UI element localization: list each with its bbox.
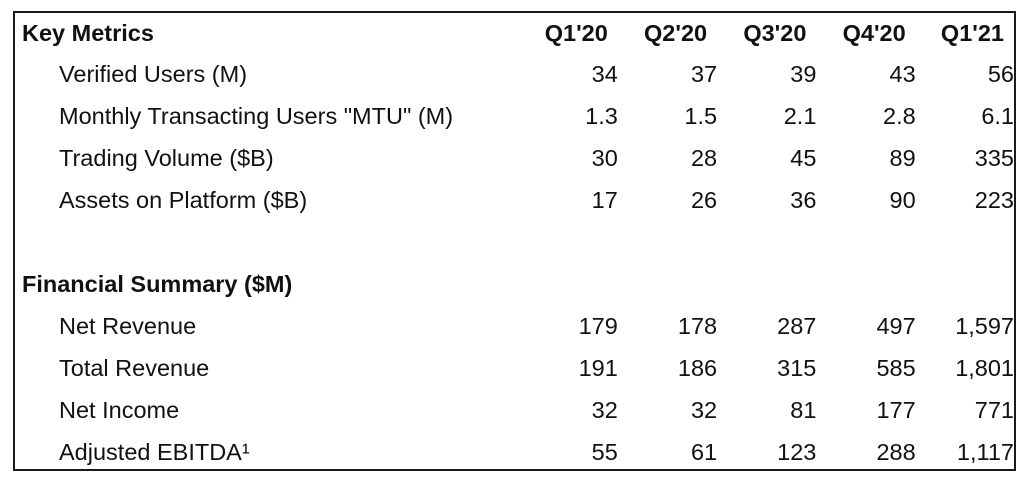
cell-value: 56	[987, 60, 1014, 87]
spacer-row	[15, 221, 1014, 263]
financial-summary-header-row: Financial Summary ($M)	[15, 263, 1014, 305]
cell-value: 177	[876, 396, 916, 423]
row-label: Total Revenue	[59, 354, 210, 381]
cell-value: 179	[578, 312, 618, 339]
row-label: Net Revenue	[59, 312, 197, 339]
metrics-table: Key Metrics Q1'20 Q2'20 Q3'20 Q4'20 Q1'2…	[15, 13, 1014, 473]
cell-value: 123	[777, 438, 817, 465]
cell-value: 2.1	[783, 102, 817, 129]
metrics-table-container: Key Metrics Q1'20 Q2'20 Q3'20 Q4'20 Q1'2…	[13, 11, 1016, 471]
column-header-q2-20: Q2'20	[644, 19, 708, 46]
cell-value: 288	[876, 438, 916, 465]
cell-value: 39	[790, 60, 817, 87]
cell-value: 497	[876, 312, 916, 339]
cell-value: 30	[591, 144, 618, 171]
cell-value: 315	[777, 354, 817, 381]
cell-value: 37	[690, 60, 718, 87]
row-label: Trading Volume ($B)	[59, 144, 274, 171]
cell-value: 1,801	[955, 354, 1014, 381]
cell-value: 287	[777, 312, 817, 339]
cell-value: 771	[974, 396, 1014, 423]
column-header-q1-21: Q1'21	[940, 19, 1004, 46]
cell-value: 61	[690, 438, 718, 465]
header-row: Key Metrics Q1'20 Q2'20 Q3'20 Q4'20 Q1'2…	[15, 13, 1014, 53]
column-header-q1-20: Q1'20	[544, 19, 608, 46]
financial-summary-heading: Financial Summary ($M)	[22, 270, 293, 297]
row-label: Adjusted EBITDA¹	[59, 438, 250, 465]
table-row: Total Revenue 191 186 315 585 1,801	[15, 347, 1014, 389]
row-label: Verified Users (M)	[59, 60, 248, 87]
row-label: Net Income	[59, 396, 180, 423]
cell-value: 335	[974, 144, 1014, 171]
cell-value: 43	[889, 60, 916, 87]
cell-value: 585	[876, 354, 916, 381]
table-row: Trading Volume ($B) 30 28 45 89 335	[15, 137, 1014, 179]
row-label: Assets on Platform ($B)	[59, 186, 308, 213]
table-row: Monthly Transacting Users "MTU" (M) 1.3 …	[15, 95, 1014, 137]
cell-value: 36	[790, 186, 817, 213]
cell-value: 89	[889, 144, 916, 171]
table-row: Verified Users (M) 34 37 39 43 56	[15, 53, 1014, 95]
cell-value: 178	[677, 312, 718, 339]
cell-value: 81	[790, 396, 817, 423]
cell-value: 32	[690, 396, 718, 423]
cell-value: 1.3	[585, 102, 618, 129]
table-row: Adjusted EBITDA¹ 55 61 123 288 1,117	[15, 431, 1014, 473]
table-row: Net Revenue 179 178 287 497 1,597	[15, 305, 1014, 347]
cell-value: 26	[690, 186, 718, 213]
table-row: Assets on Platform ($B) 17 26 36 90 223	[15, 179, 1014, 221]
cell-value: 2.8	[883, 102, 916, 129]
cell-value: 191	[578, 354, 618, 381]
cell-value: 223	[974, 186, 1014, 213]
cell-value: 45	[790, 144, 817, 171]
cell-value: 6.1	[981, 102, 1014, 129]
row-label: Monthly Transacting Users "MTU" (M)	[59, 102, 454, 129]
column-header-q4-20: Q4'20	[842, 19, 906, 46]
cell-value: 32	[591, 396, 618, 423]
cell-value: 28	[690, 144, 718, 171]
cell-value: 186	[677, 354, 718, 381]
key-metrics-heading: Key Metrics	[22, 19, 154, 46]
column-header-q3-20: Q3'20	[743, 19, 807, 46]
cell-value: 90	[889, 186, 916, 213]
cell-value: 17	[591, 186, 618, 213]
cell-value: 1.5	[684, 102, 718, 129]
cell-value: 1,597	[955, 312, 1014, 339]
table-row: Net Income 32 32 81 177 771	[15, 389, 1014, 431]
cell-value: 55	[591, 438, 618, 465]
cell-value: 34	[591, 60, 618, 87]
cell-value: 1,117	[956, 438, 1014, 465]
